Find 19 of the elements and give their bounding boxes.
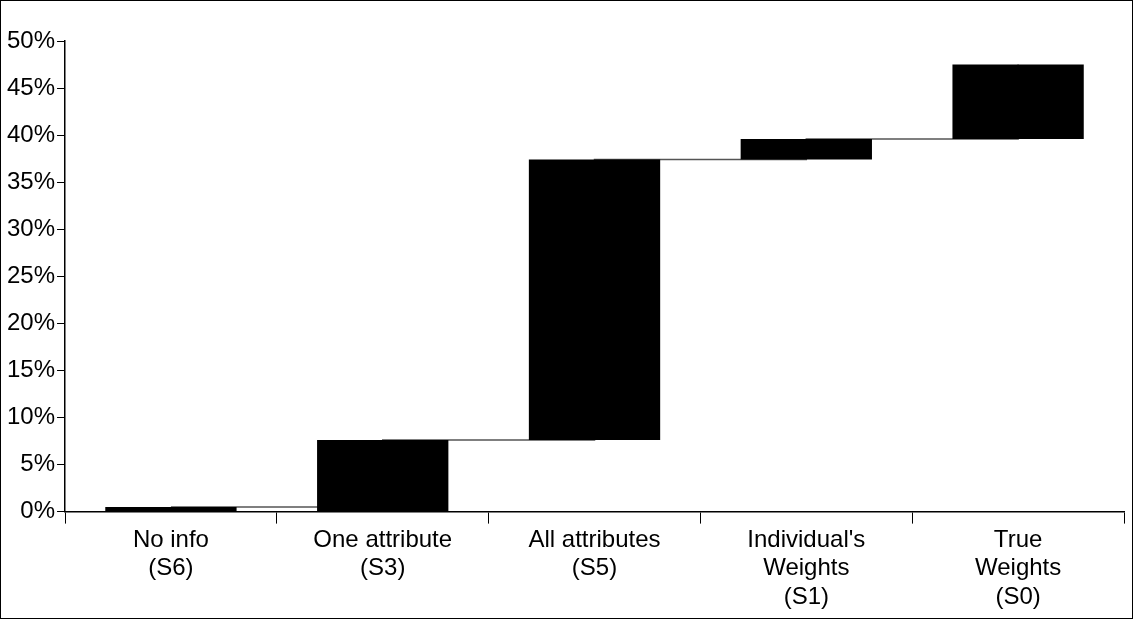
x-tick-label: All attributes (S5)	[528, 524, 661, 581]
y-tick-label: 40%	[6, 119, 56, 147]
x-tick-label: One attribute (S3)	[313, 524, 453, 581]
y-tick-label: 5%	[20, 449, 56, 477]
bar	[528, 159, 661, 441]
y-tick-label: 25%	[6, 260, 56, 288]
y-tick-label: 15%	[6, 355, 56, 383]
y-tick-label: 10%	[6, 402, 56, 430]
y-tick-label: 30%	[6, 213, 56, 241]
bar	[740, 138, 872, 160]
y-tick-label: 45%	[6, 72, 56, 100]
y-tick-label: 35%	[6, 166, 56, 194]
y-tick-label: 50%	[6, 25, 56, 53]
x-tick-label: True Weights (S0)	[974, 524, 1062, 610]
y-tick-label: 20%	[6, 307, 56, 335]
x-tick-label: Individual's Weights (S1)	[747, 524, 866, 610]
y-tick-label: 0%	[20, 496, 56, 524]
bar	[952, 64, 1084, 139]
x-tick-label: No info (S6)	[132, 524, 209, 581]
